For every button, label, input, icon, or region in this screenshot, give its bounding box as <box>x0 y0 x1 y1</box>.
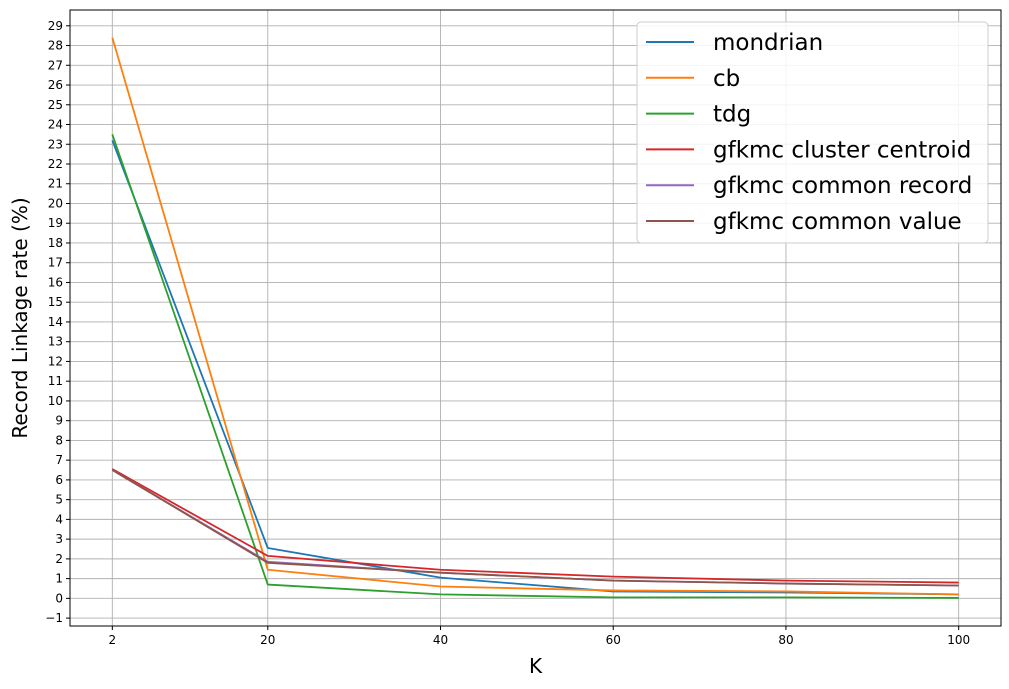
series-lines <box>111 37 959 599</box>
y-tick-label: 4 <box>55 512 63 526</box>
y-tick-label: 10 <box>48 394 63 408</box>
legend-label-cb: cb <box>713 66 740 92</box>
y-tick-label: 8 <box>55 433 63 447</box>
y-tick-label: 12 <box>48 354 63 368</box>
x-tick-label: 20 <box>260 633 275 647</box>
legend: mondrian cb tdg gfkmc cluster centroid gfkmc… <box>636 21 989 244</box>
y-tick-label: 25 <box>48 98 63 112</box>
y-tick-label: 5 <box>55 493 63 507</box>
y-tick-label: 0 <box>55 591 63 605</box>
y-tick-label: 7 <box>55 453 63 467</box>
legend-label-tdg: tdg <box>713 102 751 128</box>
y-tick-label: 27 <box>48 58 63 72</box>
y-tick-label: 28 <box>48 39 63 53</box>
x-tick-label: 100 <box>947 633 970 647</box>
series-line-gfkmc-common-record <box>111 469 959 587</box>
series-line-cb <box>111 37 959 596</box>
y-tick-label: 9 <box>55 414 63 428</box>
legend-label-mondrian: mondrian <box>713 30 823 56</box>
y-tick-label: 21 <box>48 177 63 191</box>
y-tick-label: 15 <box>48 295 63 309</box>
y-tick-label: 23 <box>48 137 63 151</box>
y-tick-label: 6 <box>55 473 63 487</box>
x-tick-label: 2 <box>108 633 116 647</box>
y-tick-label: 20 <box>48 196 63 210</box>
x-tick-label: 40 <box>433 633 448 647</box>
y-tick-label: 17 <box>48 256 63 270</box>
y-tick-label: 29 <box>48 19 63 33</box>
plot-frame <box>69 9 1002 627</box>
x-axis-label: K <box>529 654 543 678</box>
y-tick-label: 1 <box>55 572 63 586</box>
y-tick-label: 2 <box>55 552 63 566</box>
x-axis-ticks: 2 20 40 60 80 100 <box>108 626 970 647</box>
y-axis-ticks: −101234567891011121314151617181920212223… <box>45 19 70 625</box>
y-tick-label: −1 <box>45 611 63 625</box>
y-tick-label: 19 <box>48 216 63 230</box>
legend-label-gfkmc-cluster-centroid: gfkmc cluster centroid <box>713 137 971 163</box>
y-tick-label: 18 <box>48 236 63 250</box>
y-tick-label: 11 <box>48 374 63 388</box>
legend-label-gfkmc-common-record: gfkmc common record <box>713 173 972 199</box>
y-tick-label: 3 <box>55 532 63 546</box>
y-tick-label: 24 <box>48 118 63 132</box>
y-tick-label: 26 <box>48 78 63 92</box>
legend-label-gfkmc-common-value: gfkmc common value <box>713 209 962 235</box>
y-tick-label: 22 <box>48 157 63 171</box>
series-line-gfkmc-cluster-centroid <box>111 468 959 584</box>
y-tick-label: 16 <box>48 275 63 289</box>
series-line-gfkmc-common-value <box>111 469 959 587</box>
y-axis-label: Record Linkage rate (%) <box>8 197 32 438</box>
y-tick-label: 13 <box>48 335 63 349</box>
legend-box <box>636 21 989 244</box>
x-tick-label: 80 <box>778 633 793 647</box>
x-tick-label: 60 <box>606 633 621 647</box>
series-line-tdg <box>111 134 959 599</box>
y-tick-label: 14 <box>48 315 63 329</box>
